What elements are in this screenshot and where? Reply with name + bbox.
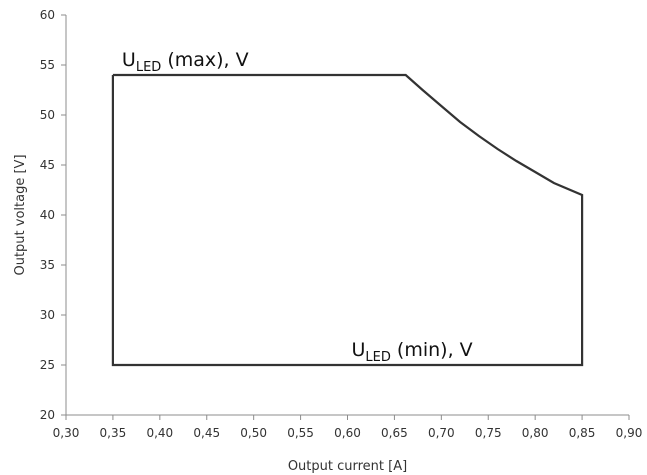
y-tick-label: 25: [40, 358, 55, 372]
y-tick-label: 20: [40, 408, 55, 422]
x-tick-label: 0,70: [428, 426, 455, 440]
x-tick-label: 0,65: [381, 426, 408, 440]
x-tick-label: 0,75: [475, 426, 502, 440]
annotation-min-rest: (min), V: [391, 339, 473, 361]
x-tick-label: 0,60: [334, 426, 361, 440]
y-axis-title: Output voltage [V]: [13, 154, 28, 275]
annotation-min-sub: LED: [365, 350, 390, 365]
y-tick-label: 45: [40, 158, 55, 172]
x-tick-label: 0,90: [616, 426, 643, 440]
y-tick-label: 60: [40, 8, 55, 22]
annotation-max-rest: (max), V: [161, 49, 248, 71]
x-axis-ticks: 0,30 0,35 0,40 0,45 0,50 0,55 0,60 0,65 0,70 0,75…: [53, 415, 643, 440]
y-tick-label: 40: [40, 208, 55, 222]
x-axis-title: Output current [A]: [288, 459, 407, 474]
x-tick-label: 0,30: [53, 426, 80, 440]
x-tick-label: 0,50: [240, 426, 267, 440]
x-tick-label: 0,80: [522, 426, 549, 440]
annotation-max-main: U: [122, 49, 136, 71]
annotation-uled-min: ULED (min), V: [352, 339, 473, 365]
x-tick-label: 0,85: [569, 426, 596, 440]
operating-window-line: [111, 73, 584, 367]
plot-area: [111, 73, 584, 367]
annotation-min-main: U: [352, 339, 366, 361]
x-tick-label: 0,40: [146, 426, 173, 440]
x-tick-label: 0,35: [100, 426, 127, 440]
y-tick-label: 50: [40, 108, 55, 122]
y-tick-label: 55: [40, 58, 55, 72]
y-tick-label: 30: [40, 308, 55, 322]
y-axis-ticks: 20 25 30 35 40 45 50 55 60: [40, 8, 66, 422]
x-tick-label: 0,55: [287, 426, 314, 440]
annotation-uled-max: ULED (max), V: [122, 49, 249, 75]
y-tick-label: 35: [40, 258, 55, 272]
annotation-max-sub: LED: [136, 60, 161, 75]
x-tick-label: 0,45: [193, 426, 220, 440]
